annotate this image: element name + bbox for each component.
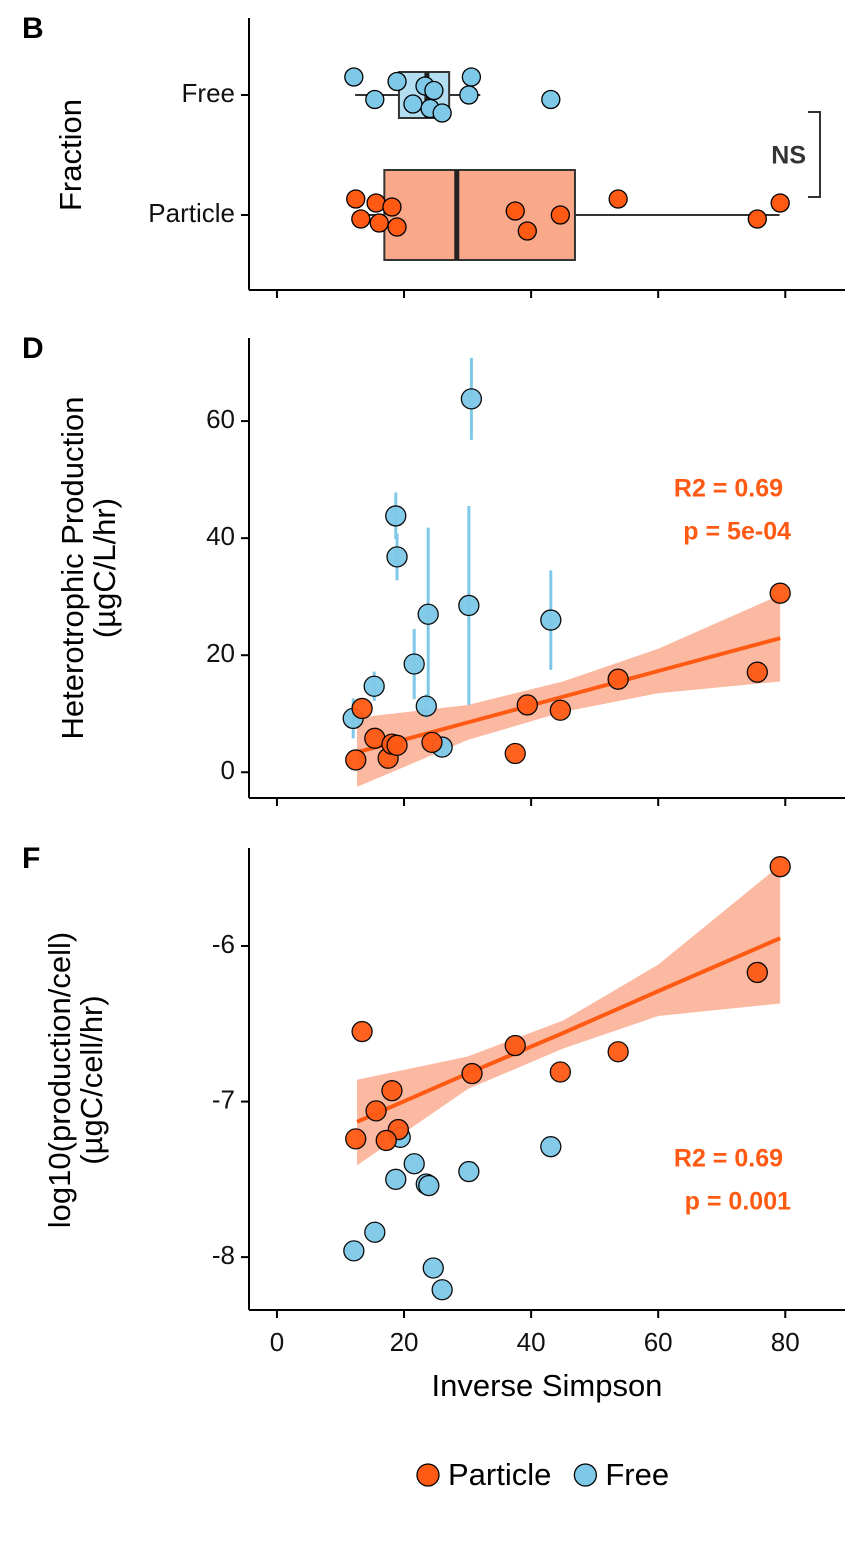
y-tick-label: Free <box>182 78 235 108</box>
point <box>607 1041 629 1063</box>
point <box>747 209 767 229</box>
point <box>363 675 385 697</box>
point <box>364 1221 386 1243</box>
point <box>461 1062 483 1085</box>
point <box>418 1174 440 1197</box>
y-tick-label: -6 <box>212 929 235 959</box>
point <box>366 193 386 213</box>
point <box>385 1168 407 1190</box>
point <box>346 189 366 209</box>
stat-annotation: R2 = 0.69 <box>674 475 783 503</box>
point <box>385 505 407 527</box>
point <box>415 695 437 717</box>
point <box>458 1160 480 1183</box>
confidence-band <box>357 594 781 787</box>
panel-label: D <box>22 332 44 365</box>
point <box>344 67 364 87</box>
point <box>769 856 791 878</box>
point <box>417 603 439 625</box>
point <box>746 661 768 683</box>
x-tick-label: 80 <box>771 1327 800 1357</box>
y-axis-label: (µgC/cell/hr) <box>74 995 109 1164</box>
significance-bracket <box>808 111 821 198</box>
point <box>387 217 407 237</box>
y-tick-label: -7 <box>212 1084 235 1114</box>
y-tick-label: -8 <box>212 1240 235 1270</box>
point <box>375 1129 397 1152</box>
point <box>505 201 525 221</box>
point <box>549 699 571 721</box>
stat-annotation: p = 5e-04 <box>683 518 791 546</box>
y-tick-label: Particle <box>148 198 235 228</box>
point <box>422 1257 444 1279</box>
y-tick-label: 20 <box>206 638 235 668</box>
y-tick-label: 60 <box>206 404 235 434</box>
stat-annotation: R2 = 0.69 <box>674 1145 783 1173</box>
legend-marker <box>416 1463 440 1487</box>
point <box>431 1279 453 1301</box>
point <box>403 653 425 675</box>
point <box>345 1128 367 1150</box>
point <box>607 668 629 690</box>
x-tick-label: 60 <box>644 1327 673 1357</box>
point <box>351 209 371 229</box>
point <box>541 89 561 110</box>
point <box>382 197 402 217</box>
point <box>365 1100 387 1122</box>
point <box>460 388 483 410</box>
point <box>386 734 408 756</box>
point <box>504 742 526 765</box>
point <box>746 961 768 984</box>
legend-label: Free <box>605 1457 669 1492</box>
point <box>550 205 570 225</box>
point <box>540 609 562 631</box>
y-axis-label: (µgC/L/hr) <box>87 498 122 638</box>
y-axis-label: Fraction <box>53 99 88 211</box>
box <box>383 169 576 261</box>
point <box>770 193 790 213</box>
point <box>432 103 452 123</box>
point <box>540 1136 562 1158</box>
x-tick-label: 40 <box>517 1327 546 1357</box>
point <box>516 694 538 716</box>
point <box>351 697 373 720</box>
point <box>504 1034 526 1057</box>
legend-label: Particle <box>448 1457 551 1492</box>
significance-label: NS <box>771 142 806 170</box>
point <box>424 80 444 101</box>
confidence-band <box>357 865 781 1166</box>
legend-marker <box>573 1463 598 1487</box>
point <box>421 731 443 754</box>
y-tick-label: 40 <box>206 521 235 551</box>
x-axis-label: Inverse Simpson <box>432 1368 663 1403</box>
point <box>608 189 628 209</box>
y-axis-label: Heterotrophic Production <box>55 397 90 740</box>
point <box>461 67 482 87</box>
point <box>403 94 423 114</box>
panel-label: B <box>22 12 44 45</box>
point <box>458 594 480 617</box>
point <box>403 1153 425 1175</box>
y-tick-label: 0 <box>221 755 235 785</box>
point <box>386 546 408 568</box>
point <box>381 1080 403 1102</box>
point <box>345 749 367 771</box>
point <box>343 1240 365 1262</box>
y-axis-label: log10(production/cell) <box>42 932 77 1228</box>
point <box>365 89 385 110</box>
point <box>517 221 537 241</box>
x-tick-label: 20 <box>390 1327 419 1357</box>
fit-line <box>356 936 781 1124</box>
point <box>549 1061 571 1083</box>
x-tick-label: 0 <box>270 1327 284 1357</box>
point <box>459 85 479 105</box>
panel-label: F <box>22 842 40 875</box>
point <box>387 71 407 92</box>
stat-annotation: p = 0.001 <box>685 1188 791 1216</box>
point <box>369 213 389 233</box>
point <box>351 1020 373 1043</box>
point <box>769 582 791 604</box>
